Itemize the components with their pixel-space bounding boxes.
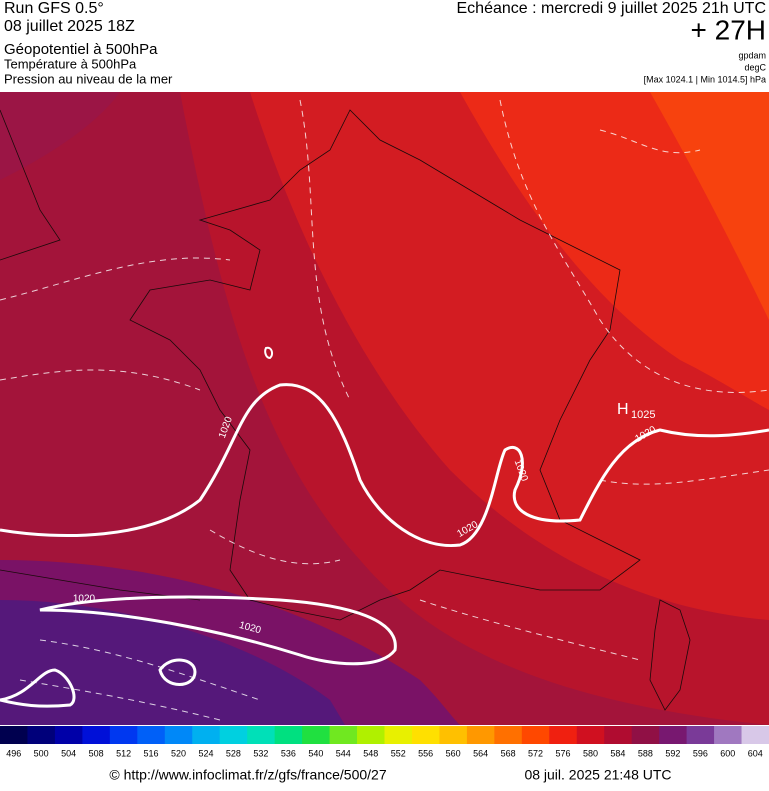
- color-swatch: [357, 726, 385, 744]
- color-swatch: [302, 726, 331, 744]
- valid-time: Echéance : mercredi 9 juillet 2025 21h U…: [457, 0, 767, 17]
- color-swatch: [192, 726, 221, 744]
- colorbar-label: 528: [226, 748, 241, 758]
- colorbar-label: 564: [473, 748, 488, 758]
- colorbar-label: 504: [61, 748, 76, 758]
- color-swatch: [0, 726, 28, 744]
- color-swatch: [631, 726, 660, 744]
- color-swatch: [466, 726, 495, 744]
- color-swatch: [411, 726, 440, 744]
- colorbar-label: 588: [638, 748, 653, 758]
- colorbar-label: 540: [308, 748, 323, 758]
- field: [0, 92, 120, 180]
- colorbar-label: 532: [253, 748, 268, 758]
- colorbar-label: 560: [446, 748, 461, 758]
- colorbar-label: 600: [720, 748, 735, 758]
- field: [650, 92, 769, 320]
- color-swatch: [741, 726, 769, 744]
- colorbar-label: 576: [556, 748, 571, 758]
- colorbar: 496 500 504 508 512 516 520 524 528 532 536 540 544 5…: [0, 726, 769, 758]
- pressure-range: [Max 1024.1 | Min 1014.5] hPa: [644, 74, 766, 84]
- unit: gpdam: [738, 50, 766, 60]
- color-swatch: [521, 726, 550, 744]
- colorbar-label: 556: [418, 748, 433, 758]
- isobar-label: 1020: [73, 594, 96, 605]
- color-swatch: [604, 726, 633, 744]
- color-swatch: [659, 726, 688, 744]
- run: Run GFS 0.5°: [4, 0, 104, 17]
- colorbar-label: 536: [281, 748, 296, 758]
- color-swatch: [576, 726, 605, 744]
- colorbar-label: 496: [6, 748, 21, 758]
- color-swatch: [219, 726, 248, 744]
- high-value: 1025: [631, 409, 655, 421]
- color-swatch: [247, 726, 276, 744]
- color-swatch: [164, 726, 193, 744]
- colorbar-label: 524: [198, 748, 213, 758]
- color-swatch: [137, 726, 166, 744]
- colorbar-label: 572: [528, 748, 543, 758]
- color-swatch: [494, 726, 523, 744]
- color-swatch: [54, 726, 83, 744]
- colorbar-label: 548: [363, 748, 378, 758]
- lead-time: + 27H: [691, 14, 767, 45]
- color-swatch: [109, 726, 138, 744]
- timestamp: 08 juil. 2025 21:48 UTC: [524, 767, 671, 783]
- isotherms: [0, 99, 769, 721]
- color-swatch: [686, 726, 715, 744]
- color-swatch: [82, 726, 111, 744]
- colorbar-label: 520: [171, 748, 186, 758]
- field: [460, 92, 769, 410]
- colorbar-label: 604: [748, 748, 763, 758]
- color-swatch: [439, 726, 468, 744]
- colorbar-label: 508: [89, 748, 104, 758]
- colorbar-label: 592: [665, 748, 680, 758]
- colorbar-label: 544: [336, 748, 351, 758]
- colorbar-label: 596: [693, 748, 708, 758]
- layer: Température à 500hPa: [4, 56, 137, 71]
- map: H 1025 1020 1020 1020 1020 1020 1020: [0, 92, 769, 725]
- colorbar-label: 516: [144, 748, 159, 758]
- color-swatch: [384, 726, 413, 744]
- colorbar-label: 552: [391, 748, 406, 758]
- run-date: 08 juillet 2025 18Z: [4, 18, 135, 35]
- colorbar-label: 584: [610, 748, 625, 758]
- color-swatch: [274, 726, 303, 744]
- colorbar-label: 568: [501, 748, 516, 758]
- layer: Pression au niveau de la mer: [4, 71, 173, 86]
- header: Run GFS 0.5° 08 juillet 2025 18Z Géopote…: [4, 0, 767, 86]
- colorbar-label: 580: [583, 748, 598, 758]
- layer: Géopotentiel à 500hPa: [4, 41, 158, 58]
- colorbar-label: 512: [116, 748, 131, 758]
- color-swatch: [549, 726, 578, 744]
- colorbar-label: 500: [34, 748, 49, 758]
- high-letter: H: [617, 401, 629, 418]
- source-url: © http://www.infoclimat.fr/z/gfs/france/…: [109, 767, 386, 783]
- coastline: [0, 109, 691, 711]
- color-swatch: [329, 726, 358, 744]
- isobars: [0, 346, 769, 708]
- color-swatch: [27, 726, 56, 744]
- unit: degC: [744, 62, 766, 72]
- color-swatch: [714, 726, 743, 744]
